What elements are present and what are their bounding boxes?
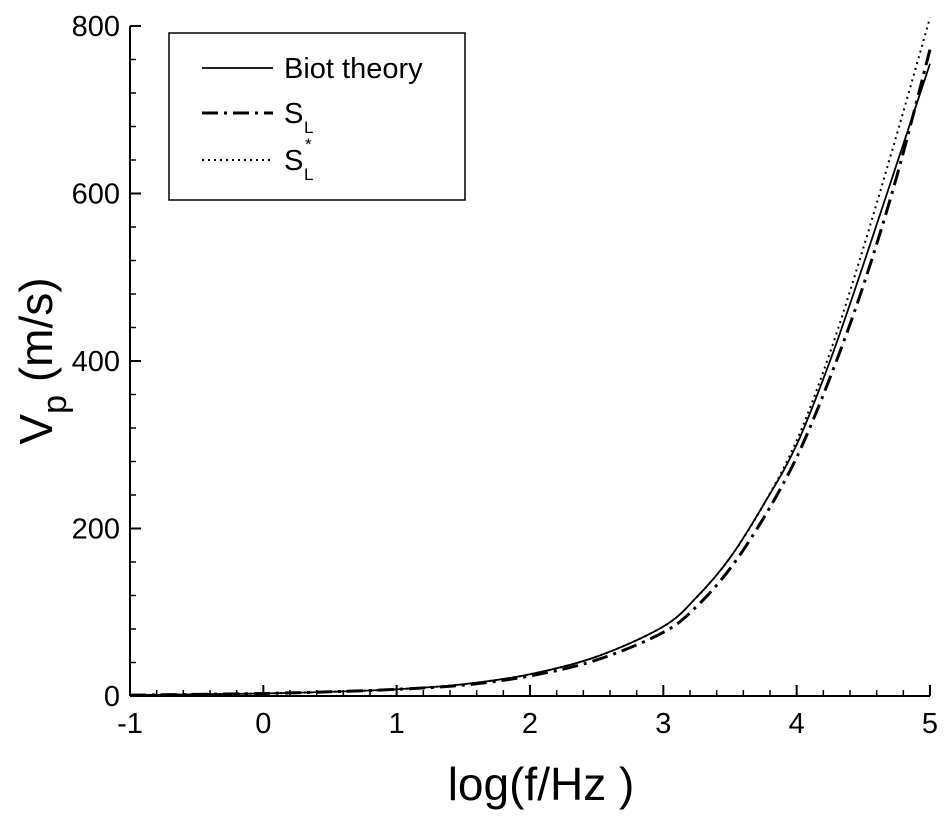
- series-line-2: [129, 17, 931, 697]
- legend-label-2: S: [284, 145, 303, 177]
- y-tick-label: 800: [72, 11, 120, 43]
- legend-label-main: Biot theory: [284, 53, 423, 85]
- y-axis-title-unit: (m/s): [10, 277, 62, 395]
- x-axis-title: log(f/Hz ): [448, 758, 635, 810]
- x-tick-label: 5: [922, 708, 938, 740]
- legend-label-superscript: *: [305, 135, 312, 154]
- legend-label-subscript: L: [304, 165, 313, 184]
- legend-label-main: S: [284, 145, 303, 177]
- x-ticks: -1 0 1 2 3 4 5: [117, 685, 938, 740]
- svg-text:Vp (m/s): Vp (m/s): [10, 277, 74, 444]
- series-lines: [129, 17, 932, 697]
- legend-label-1: S: [284, 98, 303, 130]
- x-tick-label: 4: [789, 708, 805, 740]
- y-axis-title: Vp (m/s): [10, 277, 74, 444]
- y-axis-title-main: V: [10, 414, 62, 445]
- y-tick-label: 400: [72, 346, 120, 378]
- y-tick-label: 600: [72, 179, 120, 211]
- y-tick-label: 200: [72, 514, 120, 546]
- legend-label-subscript: L: [304, 118, 313, 137]
- x-tick-label: 3: [655, 708, 671, 740]
- y-ticks: 0 200 400 600 800: [72, 11, 141, 713]
- legend-label-main: S: [284, 98, 303, 130]
- x-tick-label: 2: [522, 708, 538, 740]
- legend-label-0: Biot theory: [284, 53, 423, 85]
- x-tick-label: 1: [389, 708, 405, 740]
- y-tick-label: 0: [104, 681, 120, 713]
- series-line-0: [129, 63, 931, 697]
- x-tick-label: 0: [255, 708, 271, 740]
- x-tick-label: -1: [117, 708, 143, 740]
- y-axis-title-subscript: p: [36, 395, 74, 414]
- legend-box: [168, 32, 466, 201]
